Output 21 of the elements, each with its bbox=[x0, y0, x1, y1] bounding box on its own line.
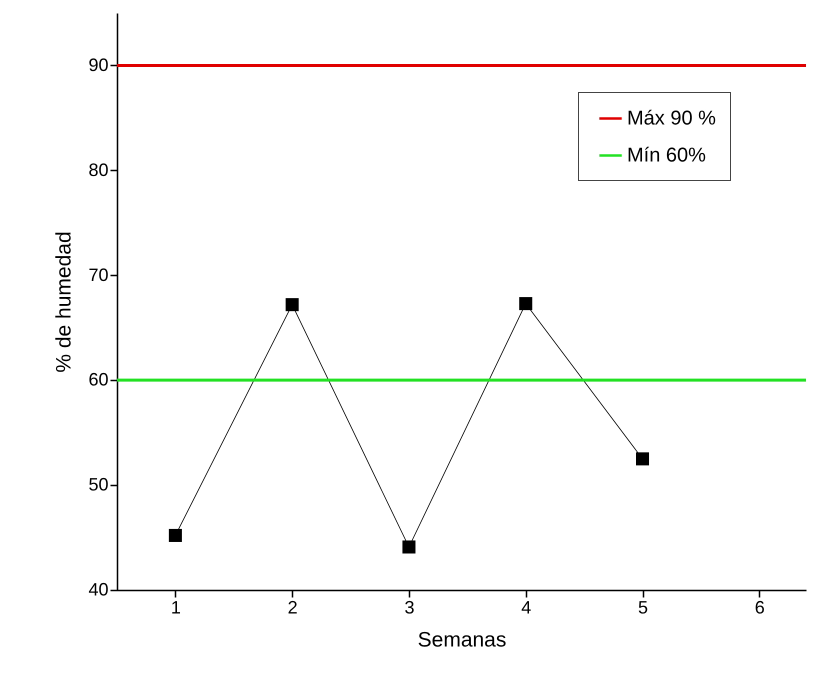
point bbox=[402, 540, 416, 554]
x-axis-title: Semanas bbox=[418, 628, 506, 652]
x-tick-label: 6 bbox=[754, 598, 765, 618]
y-axis-title: % de humedad bbox=[52, 231, 76, 373]
point bbox=[286, 298, 299, 312]
y-tick-label: 40 bbox=[88, 580, 108, 600]
x-tick-label: 2 bbox=[288, 598, 298, 618]
x-tick-label: 4 bbox=[521, 598, 532, 618]
y-tick-label: 70 bbox=[88, 264, 108, 285]
legend-label: Máx 90 % bbox=[627, 108, 716, 130]
point bbox=[636, 452, 650, 466]
y-tick-label: 60 bbox=[88, 370, 108, 390]
point bbox=[168, 528, 182, 542]
x-tick-label: 3 bbox=[404, 598, 414, 618]
x-tick-label: 1 bbox=[170, 598, 181, 618]
x-tick-label: 5 bbox=[638, 598, 648, 618]
legend-label: Mín 60% bbox=[627, 144, 706, 166]
point bbox=[519, 297, 532, 310]
y-tick-label: 80 bbox=[88, 160, 108, 180]
y-tick-label: 50 bbox=[88, 474, 108, 495]
y-tick-label: 90 bbox=[88, 54, 108, 75]
